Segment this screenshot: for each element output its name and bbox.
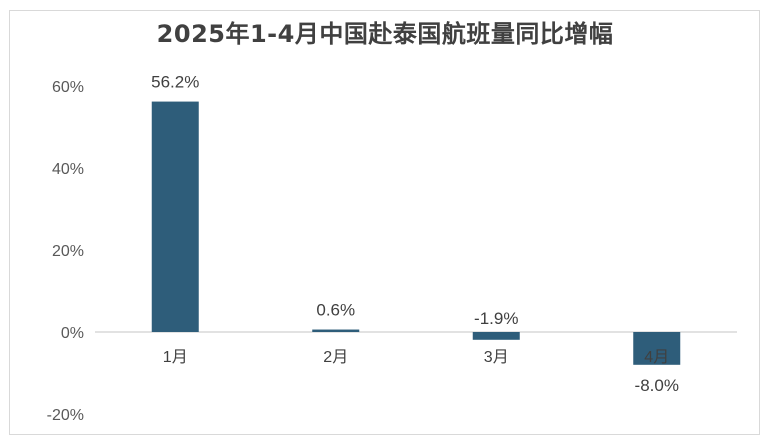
data-label: -1.9% bbox=[474, 309, 518, 328]
bars bbox=[151, 101, 681, 365]
y-tick-label: 0% bbox=[61, 325, 84, 342]
bar bbox=[151, 101, 199, 332]
bar bbox=[633, 332, 681, 365]
data-labels: 56.2% 0.6% -1.9% -8.0% bbox=[151, 73, 679, 395]
data-label: 0.6% bbox=[316, 301, 355, 320]
bar bbox=[312, 329, 360, 332]
x-tick-label: 4月 bbox=[644, 349, 669, 366]
x-axis: 1月 2月 3月 4月 bbox=[163, 349, 669, 366]
y-tick-label: 20% bbox=[52, 243, 84, 260]
x-tick-label: 1月 bbox=[163, 349, 188, 366]
x-tick-label: 2月 bbox=[323, 349, 348, 366]
x-tick-label: 3月 bbox=[484, 349, 509, 366]
data-label: 56.2% bbox=[151, 73, 199, 92]
y-axis: -20% 0% 20% 40% 60% bbox=[47, 79, 84, 424]
y-tick-label: 40% bbox=[52, 161, 84, 178]
chart-title: 2025年1-4月中国赴泰国航班量同比增幅 bbox=[156, 20, 614, 48]
bar bbox=[472, 332, 520, 340]
y-tick-label: 60% bbox=[52, 79, 84, 96]
data-label: -8.0% bbox=[635, 376, 679, 395]
y-tick-label: -20% bbox=[47, 407, 84, 424]
